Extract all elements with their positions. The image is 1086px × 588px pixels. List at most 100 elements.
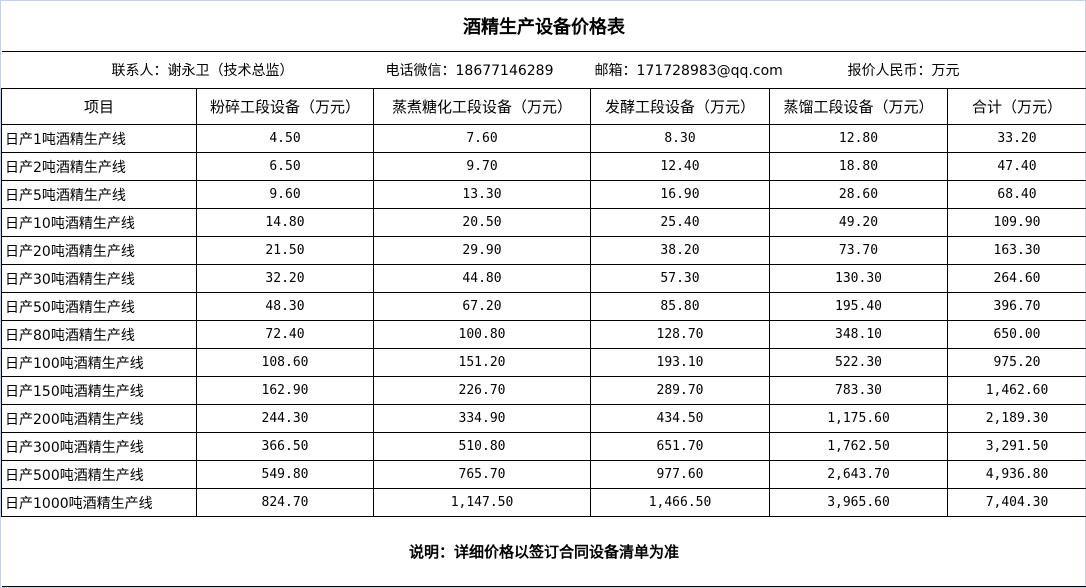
contact-person: 联系人：谢永卫（技术总监） xyxy=(111,63,294,79)
price-cell: 348.10 xyxy=(769,320,948,349)
price-cell: 18.80 xyxy=(769,152,948,181)
currency-unit: 报价人民币：万元 xyxy=(847,63,960,79)
row-label: 日产150吨酒精生产线 xyxy=(1,376,197,405)
table-row: 日产150吨酒精生产线 162.90 226.70 289.70 783.30 1,462… xyxy=(1,376,1086,405)
table-row: 日产1吨酒精生产线 4.50 7.60 8.30 12.80 33.20 xyxy=(1,124,1086,153)
price-cell: 2,189.30 xyxy=(947,404,1086,433)
column-header: 发酵工段设备（万元） xyxy=(590,88,770,125)
table-row: 日产5吨酒精生产线 9.60 13.30 16.90 28.60 68.40 xyxy=(1,180,1086,209)
price-cell: 12.80 xyxy=(769,124,948,153)
price-cell: 14.80 xyxy=(196,208,374,237)
header-row: 项目 粉碎工段设备（万元） 蒸煮糖化工段设备（万元） 发酵工段设备（万元） 蒸馏… xyxy=(1,88,1086,125)
price-cell: 9.60 xyxy=(196,180,374,209)
price-cell: 7.60 xyxy=(373,124,591,153)
price-cell: 32.20 xyxy=(196,264,374,293)
price-cell: 29.90 xyxy=(373,236,591,265)
column-header: 合计（万元） xyxy=(947,88,1086,125)
column-header: 蒸馏工段设备（万元） xyxy=(769,88,948,125)
contact-email: 邮箱：171728983@qq.com xyxy=(594,63,783,79)
row-label: 日产100吨酒精生产线 xyxy=(1,348,197,377)
price-cell: 1,466.50 xyxy=(590,488,770,517)
table-row: 日产300吨酒精生产线 366.50 510.80 651.70 1,762.50 3,2… xyxy=(1,432,1086,461)
price-cell: 289.70 xyxy=(590,376,770,405)
table-row: 日产80吨酒精生产线 72.40 100.80 128.70 348.10 650.00 xyxy=(1,320,1086,349)
price-cell: 783.30 xyxy=(769,376,948,405)
price-cell: 48.30 xyxy=(196,292,374,321)
price-cell: 8.30 xyxy=(590,124,770,153)
price-cell: 44.80 xyxy=(373,264,591,293)
price-cell: 396.70 xyxy=(947,292,1086,321)
price-cell: 100.80 xyxy=(373,320,591,349)
price-cell: 49.20 xyxy=(769,208,948,237)
price-cell: 522.30 xyxy=(769,348,948,377)
price-cell: 25.40 xyxy=(590,208,770,237)
price-cell: 3,291.50 xyxy=(947,432,1086,461)
column-header: 项目 xyxy=(1,88,197,125)
table-row: 日产50吨酒精生产线 48.30 67.20 85.80 195.40 396.70 xyxy=(1,292,1086,321)
price-cell: 38.20 xyxy=(590,236,770,265)
price-cell: 73.70 xyxy=(769,236,948,265)
price-cell: 510.80 xyxy=(373,432,591,461)
price-cell: 434.50 xyxy=(590,404,770,433)
price-cell: 16.90 xyxy=(590,180,770,209)
price-cell: 108.60 xyxy=(196,348,374,377)
row-label: 日产1000吨酒精生产线 xyxy=(1,488,197,517)
price-cell: 85.80 xyxy=(590,292,770,321)
sheet-title: 酒精生产设备价格表 xyxy=(1,1,1086,52)
price-cell: 244.30 xyxy=(196,404,374,433)
price-cell: 1,147.50 xyxy=(373,488,591,517)
row-label: 日产10吨酒精生产线 xyxy=(1,208,197,237)
table-row: 日产10吨酒精生产线 14.80 20.50 25.40 49.20 109.90 xyxy=(1,208,1086,237)
price-cell: 195.40 xyxy=(769,292,948,321)
price-cell: 20.50 xyxy=(373,208,591,237)
price-cell: 549.80 xyxy=(196,460,374,489)
column-header: 蒸煮糖化工段设备（万元） xyxy=(373,88,591,125)
price-cell: 824.70 xyxy=(196,488,374,517)
row-label: 日产30吨酒精生产线 xyxy=(1,264,197,293)
table-row: 日产20吨酒精生产线 21.50 29.90 38.20 73.70 163.30 xyxy=(1,236,1086,265)
price-cell: 651.70 xyxy=(590,432,770,461)
row-label: 日产50吨酒精生产线 xyxy=(1,292,197,321)
price-cell: 9.70 xyxy=(373,152,591,181)
price-cell: 977.60 xyxy=(590,460,770,489)
price-cell: 6.50 xyxy=(196,152,374,181)
price-cell: 4.50 xyxy=(196,124,374,153)
price-cell: 109.90 xyxy=(947,208,1086,237)
price-cell: 7,404.30 xyxy=(947,488,1086,517)
table-row: 日产2吨酒精生产线 6.50 9.70 12.40 18.80 47.40 xyxy=(1,152,1086,181)
price-cell: 151.20 xyxy=(373,348,591,377)
price-cell: 28.60 xyxy=(769,180,948,209)
price-cell: 1,175.60 xyxy=(769,404,948,433)
price-cell: 2,643.70 xyxy=(769,460,948,489)
price-cell: 765.70 xyxy=(373,460,591,489)
price-cell: 68.40 xyxy=(947,180,1086,209)
table-row: 日产1000吨酒精生产线 824.70 1,147.50 1,466.50 3,965.… xyxy=(1,488,1086,517)
row-label: 日产500吨酒精生产线 xyxy=(1,460,197,489)
column-header: 粉碎工段设备（万元） xyxy=(196,88,374,125)
price-cell: 57.30 xyxy=(590,264,770,293)
table-row: 日产100吨酒精生产线 108.60 151.20 193.10 522.30 975.2… xyxy=(1,348,1086,377)
price-cell: 163.30 xyxy=(947,236,1086,265)
price-cell: 33.20 xyxy=(947,124,1086,153)
price-cell: 12.40 xyxy=(590,152,770,181)
price-cell: 128.70 xyxy=(590,320,770,349)
price-cell: 162.90 xyxy=(196,376,374,405)
price-cell: 47.40 xyxy=(947,152,1086,181)
price-cell: 193.10 xyxy=(590,348,770,377)
price-cell: 366.50 xyxy=(196,432,374,461)
table-row: 日产500吨酒精生产线 549.80 765.70 977.60 2,643.70 4,9… xyxy=(1,460,1086,489)
price-cell: 72.40 xyxy=(196,320,374,349)
price-cell: 21.50 xyxy=(196,236,374,265)
price-cell: 3,965.60 xyxy=(769,488,948,517)
row-label: 日产1吨酒精生产线 xyxy=(1,124,197,153)
price-cell: 1,462.60 xyxy=(947,376,1086,405)
table-row: 日产200吨酒精生产线 244.30 334.90 434.50 1,175.60 2,1… xyxy=(1,404,1086,433)
row-label: 日产5吨酒精生产线 xyxy=(1,180,197,209)
row-label: 日产300吨酒精生产线 xyxy=(1,432,197,461)
contact-row: 联系人：谢永卫（技术总监） 电话微信：18677146289 邮箱：171728… xyxy=(1,51,1086,89)
row-label: 日产80吨酒精生产线 xyxy=(1,320,197,349)
price-cell: 13.30 xyxy=(373,180,591,209)
price-cell: 130.30 xyxy=(769,264,948,293)
